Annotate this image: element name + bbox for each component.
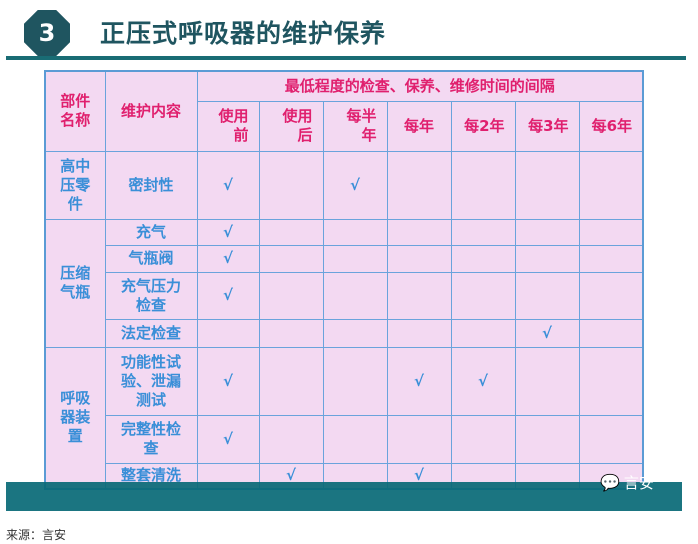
check-cell xyxy=(514,346,580,416)
check-cell xyxy=(514,414,580,464)
table-row: 呼吸器装置 功能性试验、泄漏测试 √ √ √ xyxy=(44,346,644,490)
source-caption: 来源：言安 xyxy=(6,528,67,542)
check-mark: √ xyxy=(222,429,233,448)
table-row: 法定检查 √ xyxy=(45,318,644,348)
check-cell: √ xyxy=(514,318,580,348)
check-cell xyxy=(450,271,516,320)
header-interval-3: 每年 xyxy=(386,100,452,152)
maintenance-content: 气瓶阀 xyxy=(104,244,198,273)
check-cell: √ xyxy=(196,414,260,464)
part-name: 压缩气瓶 xyxy=(44,218,106,348)
check-cell xyxy=(578,150,644,220)
maintenance-content: 充气 xyxy=(104,218,198,246)
check-cell xyxy=(578,218,644,246)
check-cell xyxy=(258,271,324,320)
header-content: 维护内容 xyxy=(104,70,198,152)
check-cell: √ xyxy=(196,244,260,273)
check-cell xyxy=(450,244,516,273)
check-cell: √ xyxy=(196,150,260,220)
check-cell: √ xyxy=(196,346,260,416)
check-mark: √ xyxy=(222,286,233,304)
footer-band xyxy=(6,482,682,511)
header-interval-1: 使用后 xyxy=(258,100,324,152)
wechat-icon: 💬 xyxy=(600,473,620,492)
watermark: 💬 言安 xyxy=(600,472,654,493)
header-interval: 最低程度的检查、保养、维修时间的间隔 xyxy=(196,70,644,102)
check-cell xyxy=(322,271,388,320)
header-interval-2: 每半年 xyxy=(322,100,388,152)
check-cell xyxy=(514,218,580,246)
check-mark: √ xyxy=(541,323,552,342)
check-cell: √ xyxy=(322,150,388,220)
part-name: 高中压零件 xyxy=(44,150,106,220)
check-cell xyxy=(450,318,516,348)
check-cell xyxy=(514,150,580,220)
header-interval-0: 使用前 xyxy=(196,100,260,152)
check-cell xyxy=(322,218,388,246)
watermark-text: 言安 xyxy=(623,474,654,492)
part-name: 呼吸器装置 xyxy=(44,346,106,490)
check-mark: √ xyxy=(222,249,233,267)
check-cell xyxy=(322,318,388,348)
check-mark: √ xyxy=(477,371,488,390)
check-cell xyxy=(322,244,388,273)
check-cell xyxy=(258,414,324,464)
check-cell xyxy=(578,271,644,320)
check-cell xyxy=(258,150,324,220)
check-cell xyxy=(514,244,580,273)
header-interval-5: 每3年 xyxy=(514,100,580,152)
maintenance-table: 部件名称 维护内容 最低程度的检查、保养、维修时间的间隔 使用前 使用后 每半年 每年… xyxy=(44,70,644,490)
table-row: 压缩气瓶 充气 √ xyxy=(44,218,644,348)
check-mark: √ xyxy=(349,175,360,194)
check-mark: √ xyxy=(413,466,424,485)
maintenance-content: 功能性试验、泄漏测试 xyxy=(104,346,198,416)
maintenance-content: 完整性检查 xyxy=(104,414,198,464)
check-cell: √ xyxy=(450,346,516,416)
check-mark: √ xyxy=(222,175,233,194)
section-number-badge: 3 xyxy=(24,10,70,56)
check-cell xyxy=(386,271,452,320)
check-cell xyxy=(450,150,516,220)
page-title: 正压式呼吸器的维护保养 xyxy=(100,19,387,48)
check-cell xyxy=(258,318,324,348)
maintenance-content: 充气压力检查 xyxy=(104,271,198,320)
check-cell xyxy=(258,218,324,246)
check-cell xyxy=(386,150,452,220)
header-interval-6: 每6年 xyxy=(578,100,644,152)
table-row: 气瓶阀 √ xyxy=(45,244,644,273)
header-part: 部件名称 xyxy=(44,70,106,152)
check-cell xyxy=(196,318,260,348)
maintenance-content: 密封性 xyxy=(104,150,198,220)
check-cell: √ xyxy=(196,218,260,246)
divider xyxy=(6,56,686,60)
check-cell xyxy=(450,218,516,246)
table-row: 完整性检查 √ xyxy=(45,414,644,464)
check-cell: √ xyxy=(196,271,260,320)
check-cell: √ xyxy=(386,346,452,416)
check-cell xyxy=(450,414,516,464)
table-row: 高中压零件 密封性 √ √ xyxy=(44,150,644,220)
table-row: 充气压力检查 √ xyxy=(45,271,644,320)
check-cell xyxy=(322,346,388,416)
check-mark: √ xyxy=(222,222,233,241)
check-cell xyxy=(578,244,644,273)
check-cell xyxy=(386,318,452,348)
check-cell xyxy=(258,346,324,416)
maintenance-content: 法定检查 xyxy=(104,318,198,348)
check-cell xyxy=(578,318,644,348)
check-mark: √ xyxy=(285,466,296,485)
check-cell xyxy=(514,271,580,320)
check-cell xyxy=(322,414,388,464)
check-cell xyxy=(386,218,452,246)
check-cell xyxy=(258,244,324,273)
check-cell xyxy=(578,346,644,416)
header-interval-4: 每2年 xyxy=(450,100,516,152)
check-cell xyxy=(386,414,452,464)
check-cell xyxy=(578,414,644,464)
check-mark: √ xyxy=(222,371,233,390)
check-mark: √ xyxy=(413,371,424,390)
check-cell xyxy=(386,244,452,273)
